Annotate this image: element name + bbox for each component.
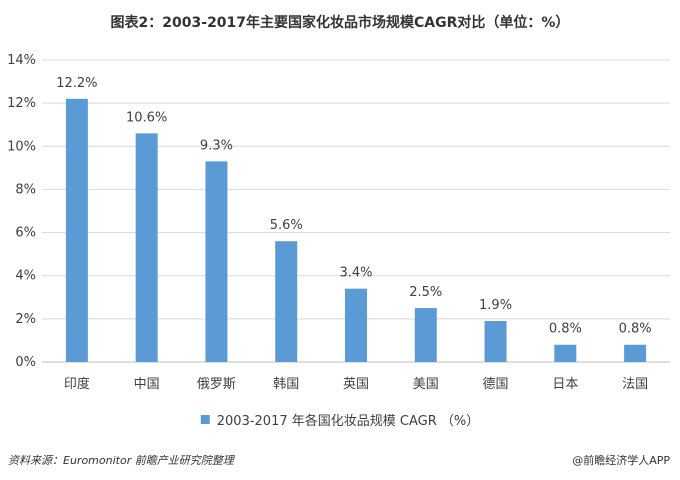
bars [65, 98, 647, 362]
data-label: 5.6% [270, 218, 303, 233]
y-tick-label: 10% [7, 139, 36, 154]
data-label: 12.2% [56, 76, 97, 91]
y-tick-label: 14% [7, 53, 36, 68]
x-tick-label: 俄罗斯 [197, 377, 236, 392]
data-label: 0.8% [619, 322, 652, 337]
data-label: 3.4% [339, 266, 372, 281]
data-label: 2.5% [409, 285, 442, 300]
brand-note: @前瞻经济学人APP [572, 454, 670, 467]
y-tick-label: 6% [15, 226, 36, 241]
chart-title: 图表2：2003-2017年主要国家化妆品市场规模CAGR对比（单位：%） [110, 15, 570, 31]
bar [205, 161, 228, 362]
y-tick-label: 8% [15, 182, 36, 197]
bar [135, 133, 158, 362]
bar [484, 321, 507, 362]
bar [275, 241, 298, 362]
x-tick-label: 德国 [483, 377, 509, 392]
y-tick-label: 4% [15, 269, 36, 284]
x-tick-label: 中国 [134, 377, 160, 392]
data-label: 10.6% [126, 110, 167, 125]
x-axis-ticks: 印度 中国 俄罗斯 韩国 英国 美国 德国 日本 法国 [64, 376, 648, 392]
bar [554, 344, 577, 362]
data-labels: 12.2% 10.6% 9.3% 5.6% 3.4% 2.5% 1.9% 0.8% 0.8% [56, 76, 651, 337]
legend: 2003-2017 年各国化妆品规模 CAGR （%） [200, 413, 479, 429]
data-label: 9.3% [200, 138, 233, 153]
x-tick-label: 韩国 [273, 377, 299, 392]
bar [624, 344, 647, 362]
x-tick-label: 日本 [552, 377, 578, 392]
bar [345, 288, 367, 362]
y-axis-ticks: 0% 2% 4% 6% 8% 10% 12% 14% [7, 53, 36, 370]
x-tick-label: 印度 [64, 376, 90, 392]
x-tick-label: 美国 [413, 377, 439, 392]
source-note: 资料来源：Euromonitor 前瞻产业研究院整理 [8, 454, 234, 467]
y-tick-label: 0% [15, 355, 36, 370]
data-label: 0.8% [549, 322, 582, 337]
legend-label: 2003-2017 年各国化妆品规模 CAGR （%） [217, 413, 479, 429]
x-tick-label: 英国 [343, 377, 369, 392]
x-tick-label: 法国 [622, 377, 648, 392]
y-tick-label: 2% [15, 312, 36, 327]
data-label: 1.9% [479, 298, 512, 313]
y-tick-label: 12% [7, 96, 36, 111]
bar [65, 98, 88, 362]
legend-swatch [200, 415, 210, 424]
bar [414, 308, 437, 362]
